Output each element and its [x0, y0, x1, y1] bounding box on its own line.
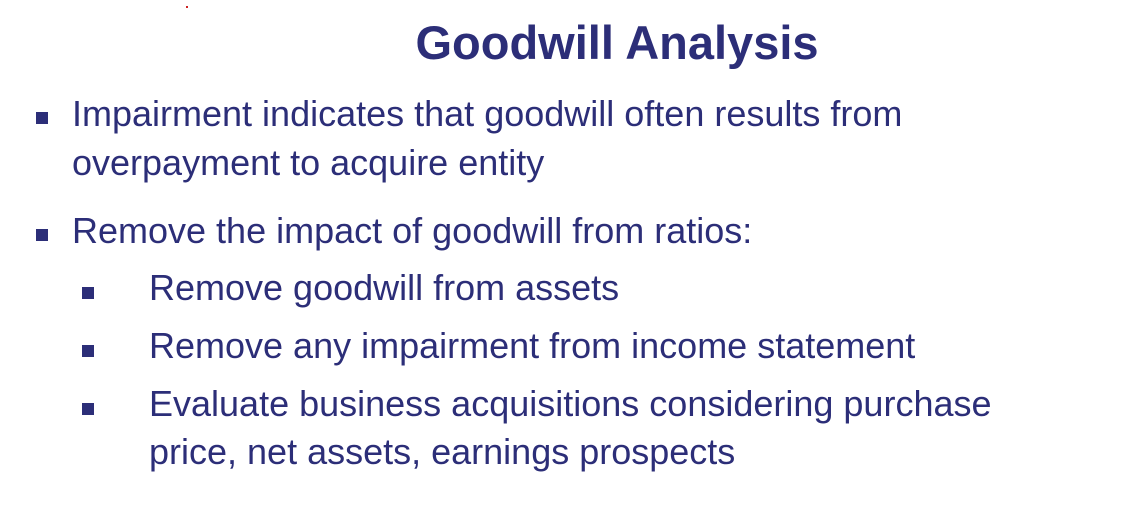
sub-bullet-line: Evaluate business acquisitions consideri… [149, 383, 992, 424]
sub-bullet-item: Remove any impairment from income statem… [0, 323, 1146, 373]
bullet-line: Impairment indicates that goodwill often… [72, 93, 903, 134]
slide-title: Goodwill Analysis [415, 16, 819, 69]
sub-bullet-line: price, net assets, earnings prospects [149, 431, 736, 472]
square-bullet-icon [82, 403, 94, 415]
square-bullet-icon [36, 112, 48, 124]
square-bullet-icon [36, 229, 48, 241]
sub-bullet-item: Remove goodwill from assets [0, 265, 1146, 315]
red-speck [186, 6, 188, 8]
bullet-item: Remove the impact of goodwill from ratio… [0, 208, 1146, 258]
square-bullet-icon [82, 345, 94, 357]
bullet-item: Impairment indicates that goodwill often… [0, 91, 1146, 191]
sub-bullet-line: Remove any impairment from income statem… [149, 325, 916, 366]
square-bullet-icon [82, 287, 94, 299]
sub-bullet-item: Evaluate business acquisitions consideri… [0, 381, 1146, 481]
sub-bullet-line: Remove goodwill from assets [149, 267, 620, 308]
bullet-line: Remove the impact of goodwill from ratio… [72, 210, 753, 251]
bullet-line: overpayment to acquire entity [72, 142, 545, 183]
